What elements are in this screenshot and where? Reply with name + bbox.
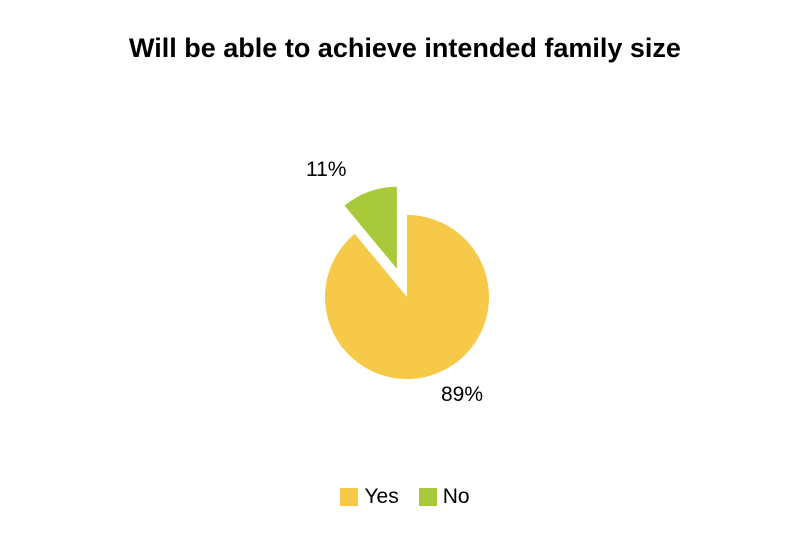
data-label-yes: 89%: [441, 383, 484, 406]
pie-slice-yes: [325, 215, 490, 379]
legend-swatch-no: [418, 488, 437, 506]
legend: Yes No: [0, 485, 810, 509]
chart-title: Will be able to achieve intended family …: [129, 33, 681, 63]
legend-swatch-yes: [340, 488, 359, 506]
pie-slice-no: [344, 186, 397, 269]
legend-item-no: No: [418, 485, 470, 509]
legend-item-yes: Yes: [340, 485, 399, 509]
legend-label-yes: Yes: [364, 485, 399, 508]
legend-label-no: No: [442, 485, 470, 508]
data-label-no: 11%: [306, 158, 347, 181]
